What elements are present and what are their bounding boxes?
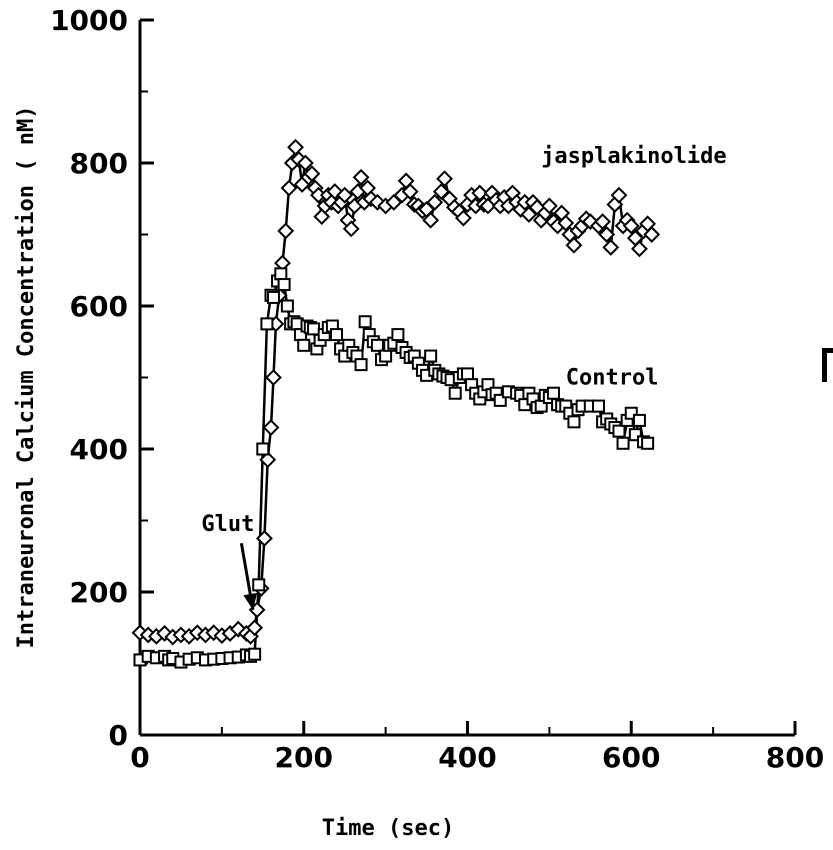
- data-point-jasplakinolide: [471, 184, 489, 202]
- annotation-control: Control: [566, 366, 659, 391]
- data-point-jasplakinolide: [259, 451, 277, 469]
- data-point-jasplakinolide: [622, 217, 640, 235]
- data-point-control: [641, 436, 655, 450]
- data-point-jasplakinolide: [256, 529, 273, 547]
- annotation-glut: Glut: [201, 512, 254, 537]
- data-point-control: [266, 290, 280, 304]
- data-point-jasplakinolide: [265, 369, 282, 386]
- data-point-control: [632, 413, 646, 427]
- data-point-control: [628, 428, 642, 442]
- data-point-control: [424, 349, 438, 363]
- data-point-control: [493, 393, 507, 407]
- y-axis-title: Intraneuronal Calcium Concentration ( nM…: [14, 105, 39, 648]
- x-axis-title: Time (sec): [322, 816, 454, 841]
- data-point-jasplakinolide: [336, 186, 354, 204]
- data-point-control: [624, 406, 638, 420]
- data-point-jasplakinolide: [246, 619, 264, 637]
- data-point-jasplakinolide: [594, 213, 612, 231]
- data-point-control: [252, 578, 266, 592]
- ticks: [138, 18, 797, 737]
- y-tick-label: 600: [70, 290, 128, 323]
- data-point-jasplakinolide: [454, 209, 472, 227]
- data-point-jasplakinolide: [557, 214, 575, 232]
- y-tick-label: 800: [70, 147, 128, 180]
- x-tick-label: 200: [275, 741, 333, 774]
- y-tick-label: 0: [109, 719, 128, 752]
- data-point-control: [354, 358, 368, 372]
- data-point-control: [616, 436, 630, 450]
- data-point-jasplakinolide: [287, 138, 304, 156]
- x-tick-label: 0: [130, 741, 149, 774]
- annotations: jasplakinolide Control Glut: [201, 144, 727, 611]
- data-point-jasplakinolide: [436, 170, 453, 188]
- data-point-jasplakinolide: [422, 211, 440, 229]
- data-point-control: [307, 322, 321, 336]
- data-point-jasplakinolide: [426, 193, 444, 211]
- data-point-control: [297, 338, 311, 352]
- data-point-control: [248, 647, 262, 661]
- x-tick-label: 600: [602, 741, 660, 774]
- data-point-control: [358, 315, 372, 329]
- data-point-jasplakinolide: [565, 236, 583, 254]
- data-point-jasplakinolide: [277, 222, 295, 240]
- data-point-jasplakinolide: [296, 154, 314, 172]
- data-point-control: [277, 278, 291, 292]
- data-point-control: [546, 386, 560, 400]
- annotation-jasplakinolide: jasplakinolide: [541, 144, 726, 169]
- data-point-control: [256, 442, 270, 456]
- data-point-jasplakinolide: [401, 183, 419, 201]
- data-point-control: [592, 399, 605, 413]
- x-tick-label: 800: [766, 741, 824, 774]
- data-point-jasplakinolide: [280, 179, 298, 197]
- data-point-jasplakinolide: [643, 226, 661, 243]
- data-point-jasplakinolide: [262, 419, 280, 436]
- annotation-arrow-head: [243, 592, 258, 610]
- tick-labels: 0 200 400 600 800 1000 0 200 400 600 800: [50, 4, 824, 774]
- data-point-control: [370, 338, 384, 352]
- data-point-control: [567, 415, 581, 429]
- data-point-control: [274, 267, 288, 281]
- data-point-control: [612, 424, 626, 438]
- data-point-control: [379, 349, 393, 363]
- data-point-jasplakinolide: [303, 165, 321, 183]
- x-tick-label: 400: [438, 741, 496, 774]
- data-point-jasplakinolide: [610, 186, 628, 204]
- y-tick-label: 400: [70, 433, 128, 466]
- y-tick-label: 200: [70, 576, 128, 609]
- series-line-jasplakinolide: [139, 146, 653, 639]
- y-tick-label: 1000: [50, 4, 128, 37]
- data-point-jasplakinolide: [602, 238, 620, 256]
- data-point-jasplakinolide: [631, 240, 648, 258]
- data-point-jasplakinolide: [598, 226, 616, 243]
- data-point-control: [260, 317, 274, 331]
- edge-mark: [822, 348, 833, 353]
- series-markers: [131, 138, 661, 669]
- edge-mark: [822, 348, 827, 382]
- data-point-jasplakinolide: [352, 168, 370, 186]
- data-point-control: [330, 328, 343, 342]
- data-point-jasplakinolide: [342, 220, 360, 238]
- data-point-control: [280, 299, 294, 313]
- data-point-control: [461, 367, 474, 381]
- data-point-control: [448, 386, 462, 400]
- data-point-jasplakinolide: [540, 197, 558, 215]
- data-point-control: [391, 328, 405, 342]
